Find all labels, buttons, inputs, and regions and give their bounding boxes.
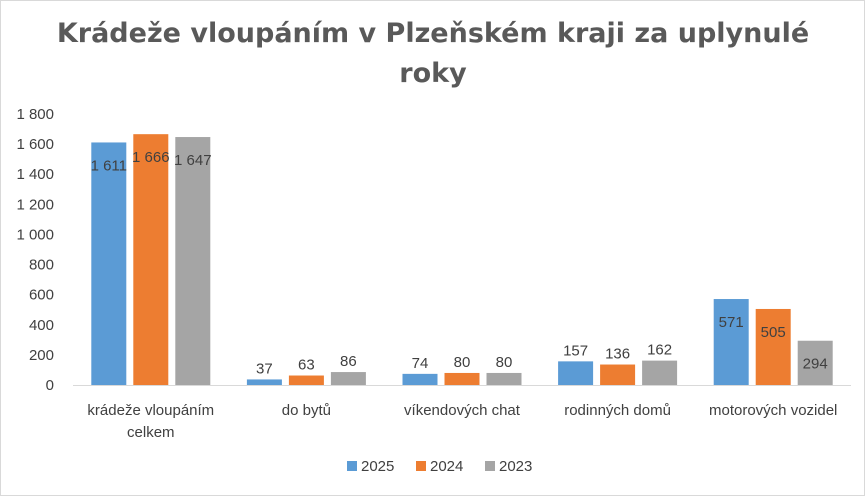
bar-2024-5: [755, 308, 791, 385]
bar-2023-2: [330, 372, 366, 385]
x-category-label: do bytů: [282, 402, 331, 419]
bar-2024-2: [288, 375, 324, 385]
data-label: 63: [298, 357, 315, 374]
data-label: 86: [340, 353, 357, 370]
data-label: 571: [719, 314, 744, 331]
bar-2023-3: [486, 372, 522, 385]
legend-swatch-2025: [347, 461, 357, 471]
data-label: 294: [803, 356, 828, 373]
bar-2023-4: [642, 360, 678, 385]
y-tick-label: 1 200: [16, 196, 54, 213]
data-label: 1 611: [91, 157, 127, 174]
bar-2024-1: [133, 134, 169, 385]
bar-2025-3: [402, 373, 438, 385]
legend-swatch-2024: [416, 461, 426, 471]
chart-title-line: roky: [399, 58, 467, 89]
bar-2025-4: [558, 361, 594, 385]
data-label: 157: [563, 342, 588, 359]
legend-label: 2025: [361, 458, 394, 475]
data-label: 37: [256, 360, 273, 377]
bar-2023-1: [175, 137, 211, 385]
bar-2025-2: [246, 379, 282, 385]
data-label: 162: [647, 342, 672, 359]
y-tick-label: 800: [29, 257, 54, 274]
y-tick-label: 400: [29, 317, 54, 334]
y-tick-label: 1 400: [16, 166, 54, 183]
chart-title-line: Krádeže vloupáním v Plzeňském kraji za u…: [57, 18, 809, 49]
data-label: 74: [412, 355, 429, 372]
data-label: 80: [496, 354, 513, 371]
bar-2023-5: [797, 340, 833, 385]
y-tick-label: 1 000: [16, 226, 54, 243]
y-tick-label: 1 600: [16, 136, 54, 153]
data-label: 1 647: [174, 152, 212, 169]
y-tick-label: 200: [29, 347, 54, 364]
legend-swatch-2023: [485, 461, 495, 471]
y-tick-label: 600: [29, 287, 54, 304]
x-category-label: motorových vozidel: [709, 402, 837, 419]
x-category-label: víkendových chat: [404, 402, 521, 419]
bar-2024-3: [444, 372, 480, 385]
bar-2025-1: [91, 142, 127, 385]
legend-label: 2023: [499, 458, 532, 475]
data-label: 80: [454, 354, 471, 371]
y-tick-label: 1 800: [16, 106, 54, 123]
legend-label: 2024: [430, 458, 463, 475]
x-category-label: rodinných domů: [564, 402, 671, 419]
data-label: 1 666: [132, 149, 170, 166]
bar-2025-5: [713, 299, 749, 385]
bar-2024-4: [600, 364, 636, 385]
x-category-label: krádeže vloupáním: [87, 402, 214, 419]
data-label: 505: [761, 324, 786, 341]
y-tick-label: 0: [46, 377, 54, 394]
x-category-label: celkem: [127, 424, 175, 441]
data-label: 136: [605, 346, 630, 363]
